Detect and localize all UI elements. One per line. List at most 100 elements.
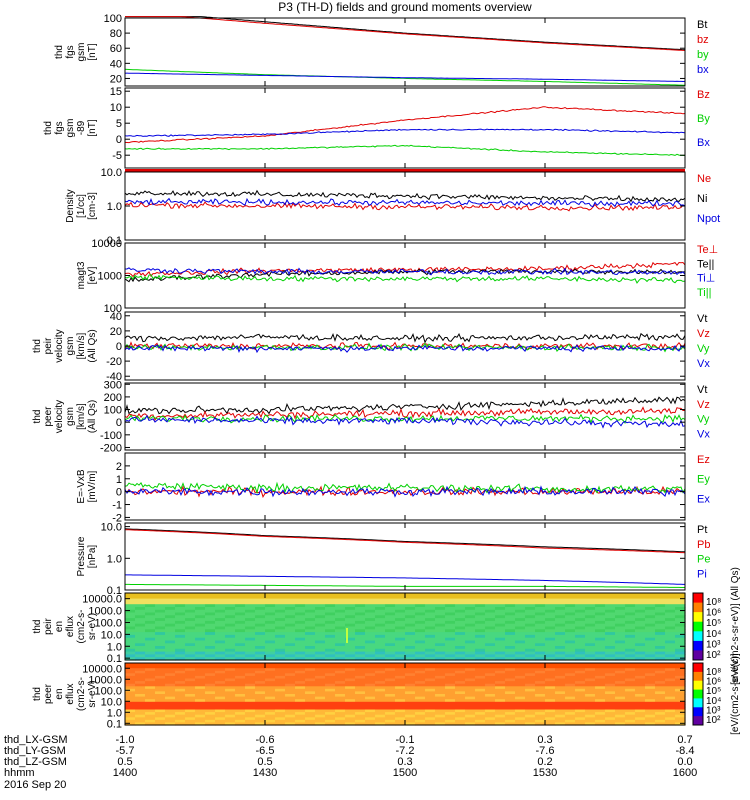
spectrogram-cell [535, 640, 546, 644]
spectrogram-cell [135, 668, 146, 672]
spectrogram-cell [595, 643, 606, 647]
spectrogram-cell [435, 646, 446, 650]
spectrogram-cell [305, 646, 316, 650]
spectrogram-cell [415, 651, 426, 655]
spectrogram-cell [555, 640, 566, 644]
spectrogram-cell [225, 688, 236, 692]
spectrogram-cell [285, 618, 296, 622]
spectrogram-cell [665, 609, 676, 614]
spectrogram-cell [395, 651, 406, 655]
spectrogram-cell [545, 691, 556, 695]
series-line-Pi [125, 574, 685, 585]
spectrogram-cell [425, 654, 436, 658]
spectrogram-cell [275, 675, 286, 680]
spectrogram-cell [565, 717, 576, 721]
y-tick-label: 10.0 [101, 167, 122, 179]
spectrogram-cell [385, 651, 396, 655]
spectrogram-cell [565, 646, 576, 650]
spectrogram-cell [495, 618, 506, 622]
spectrogram-cell [455, 665, 466, 669]
spectrogram-cell [355, 646, 366, 650]
spectrogram-cell [375, 686, 386, 690]
spectrogram-cell [175, 615, 186, 619]
spectrogram-cell [495, 632, 506, 636]
spectrogram-cell [425, 688, 436, 692]
spectrogram-cell [145, 648, 156, 653]
spectrogram-cell [575, 701, 586, 705]
y-tick-label: 1.0 [107, 641, 122, 653]
spectrogram-cell [305, 663, 316, 667]
spectrogram-cell [565, 688, 576, 692]
spectrogram-cell [515, 607, 526, 611]
spectrogram-cell [465, 719, 476, 723]
spectrogram-cell [245, 675, 256, 680]
spectrogram-cell [365, 654, 376, 658]
spectrogram-cell [165, 665, 176, 669]
y-tick-label: 1000.0 [88, 674, 122, 686]
spectrogram-cell [395, 665, 406, 669]
spectrogram-cell [235, 683, 246, 687]
spectrogram-cell [575, 706, 586, 711]
spectrogram-cell [355, 691, 366, 695]
spectrogram-cell [335, 673, 346, 677]
spectrogram-cell [655, 668, 666, 672]
spectrogram-cell [355, 701, 366, 705]
spectrogram-cell [435, 654, 446, 658]
spectrogram-cell [365, 632, 376, 636]
spectrogram-cell [325, 593, 336, 597]
spectrogram-cell [215, 615, 226, 619]
spectrogram-cell [305, 722, 316, 726]
spectrogram-cell [345, 691, 356, 695]
spectrogram-cell [675, 643, 686, 647]
spectrogram-cell [225, 706, 236, 711]
spectrogram-cell [505, 665, 516, 669]
spectrogram-cell [475, 670, 486, 674]
spectrogram-cell [635, 722, 646, 726]
spectrogram-cell [275, 686, 286, 690]
spectrogram-cell [555, 651, 566, 655]
spectrogram-cell [585, 670, 596, 674]
spectrogram-cell [305, 670, 316, 674]
spectrogram-cell [235, 612, 246, 616]
spectrogram-cell [285, 640, 296, 644]
y-axis-label: (All Qs) [87, 329, 98, 362]
spectrogram-cell [545, 704, 556, 708]
spectrogram-cell [305, 665, 316, 669]
spectrogram-cell [565, 696, 576, 700]
spectrogram-cell [585, 691, 596, 695]
spectrogram-cell [585, 663, 596, 667]
colorbar-tick-label: 10³ [706, 639, 721, 650]
spectrogram-cell [435, 604, 446, 608]
spectrogram-cell [285, 637, 296, 642]
spectrogram-cell [615, 688, 626, 692]
spectrogram-cell [175, 612, 186, 616]
spectrogram-cell [425, 651, 436, 655]
spectrogram-cell [295, 722, 306, 726]
spectrogram-cell [275, 670, 286, 674]
spectrogram-cell [225, 694, 236, 698]
spectrogram-cell [215, 601, 226, 605]
y-tick-label: 0 [116, 341, 122, 353]
spectrogram-cell [655, 609, 666, 614]
spectrogram-cell [215, 673, 226, 677]
legend-label-Ex: Ex [697, 493, 710, 505]
spectrogram-cell [235, 709, 246, 713]
spectrogram-cell [505, 629, 516, 633]
spectrogram-cell [515, 646, 526, 650]
spectrogram-cell [435, 668, 446, 672]
colorbar-segment [693, 707, 703, 717]
spectrogram-cell [485, 678, 496, 682]
x-axis-row-value: 0.3 [397, 756, 412, 768]
spectrogram-cell [535, 637, 546, 642]
spectrogram-cell [425, 609, 436, 614]
spectrogram-cell [325, 699, 336, 703]
legend-label-Pt: Pt [697, 524, 707, 536]
spectrogram-cell [215, 714, 226, 718]
spectrogram-cell [365, 675, 376, 680]
spectrogram-cell [355, 706, 366, 711]
spectrogram-cell [595, 607, 606, 611]
x-axis-row-value: -7.2 [396, 745, 415, 757]
spectrogram-cell [335, 601, 346, 605]
spectrogram-cell [385, 701, 396, 705]
spectrogram-cell [245, 706, 256, 711]
